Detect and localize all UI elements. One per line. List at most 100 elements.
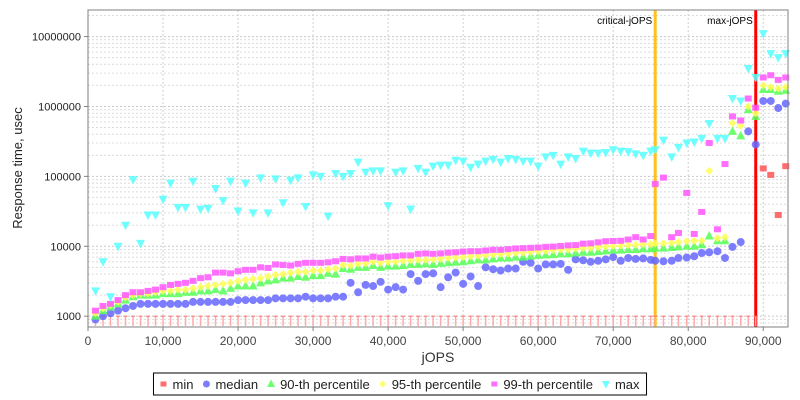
min-point-marker [303,315,308,326]
data-point [759,74,767,81]
data-point [459,248,467,255]
data-point [233,207,243,216]
min-point-marker [521,315,526,326]
data-point [682,241,692,250]
data-point [651,239,660,248]
data-point [188,177,198,187]
data-point [391,257,400,266]
min-point-marker [669,315,674,326]
legend-label: 95-th percentile [392,377,482,392]
data-point [181,285,190,294]
data-point [489,246,497,253]
data-point [414,276,423,285]
data-point [339,255,347,262]
data-point [766,96,775,105]
min-point-marker [258,315,263,326]
data-point [667,238,676,247]
data-point [601,148,611,158]
data-point [601,255,610,264]
data-point [697,249,706,258]
min-point-marker [476,315,481,326]
min-point-marker [168,315,173,326]
data-point [197,275,205,282]
series-min [93,163,790,326]
data-point [413,164,423,174]
data-point [759,96,768,105]
min-point-marker [543,315,548,326]
data-point [511,264,520,273]
min-point-marker [573,315,578,326]
data-point [682,253,691,262]
data-point [293,174,303,183]
y-axis: 1000 10000 100000 1000000 10000000 [32,32,88,323]
data-point [705,166,714,175]
data-point [218,285,228,295]
data-point [383,202,393,211]
data-point [271,270,280,279]
data-point [392,253,400,260]
data-point [751,73,761,83]
annotations: critical-jOPS max-jOPS [597,10,758,327]
min-point-marker [198,315,203,326]
data-point [489,265,498,274]
grid [88,10,788,328]
data-point [631,254,640,263]
data-point [497,246,505,253]
data-point [92,307,100,314]
data-point [316,172,326,182]
data-point [443,161,453,171]
data-point [466,252,475,261]
data-point [616,147,626,157]
data-point [556,259,565,268]
data-point [736,121,745,130]
min-point-marker [273,315,278,326]
data-point [668,234,676,241]
data-point [181,299,190,308]
data-point [249,275,258,284]
data-point [512,245,520,252]
data-point [331,169,341,179]
data-point [203,285,213,295]
data-point [473,160,483,170]
min-point-marker [453,315,458,326]
plot-border [87,9,789,328]
data-point [331,269,341,278]
data-point [481,157,491,167]
data-point [713,247,722,256]
data-point [697,134,707,144]
data-point [459,253,468,262]
min-point-marker [311,315,316,326]
data-point [704,231,714,240]
min-point-marker [116,315,121,326]
data-point [234,276,243,285]
min-point-marker [266,315,271,326]
data-point [391,283,400,292]
data-point [467,248,475,255]
data-point [406,205,416,215]
data-point [638,151,648,161]
data-point [674,229,682,236]
data-point [287,262,295,269]
data-point [166,286,175,295]
data-point [309,294,318,303]
data-point [399,285,408,294]
data-point [406,270,415,279]
data-point [556,160,566,170]
data-point [106,293,116,302]
data-point [728,113,736,120]
legend-item: min [160,377,193,392]
data-point [658,136,668,146]
data-point [211,297,220,306]
min-point-marker [648,315,653,326]
min-point-marker [581,315,586,326]
data-point [369,282,378,291]
data-point [594,256,603,265]
data-point [720,233,729,242]
data-point [331,292,340,301]
min-point-marker [183,315,188,326]
data-point [659,239,668,248]
data-point [121,221,131,231]
data-point [527,244,535,251]
y-axis-label: Response time, usec [10,107,25,229]
data-point [301,272,311,281]
